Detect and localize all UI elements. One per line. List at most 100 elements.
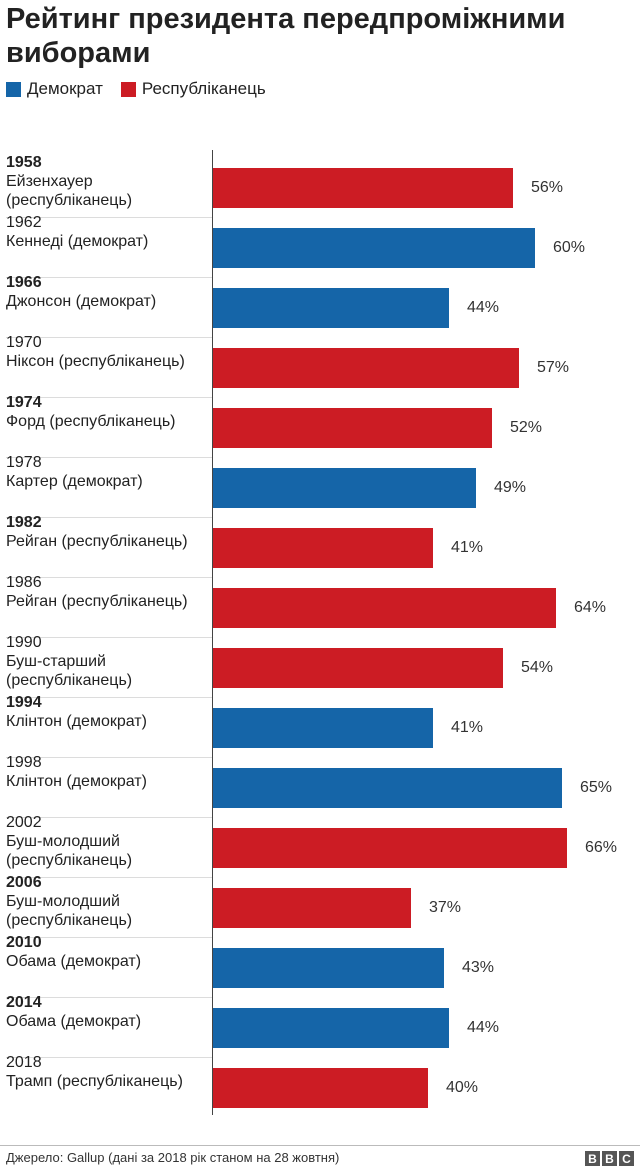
row-label: 1974 Форд (республіканець) (6, 393, 212, 431)
row-president-name: Обама (демократ) (6, 953, 142, 970)
row-year: 1958 (6, 154, 42, 171)
bar-value-label: 44% (467, 299, 500, 316)
bar-value-label: 52% (510, 419, 543, 436)
row-president-name: Картер (демократ) (6, 473, 143, 490)
chart-axis-line (212, 150, 213, 1115)
row-president-name: Кеннеді (демократ) (6, 233, 149, 250)
bar-2014 (213, 1008, 449, 1048)
chart-row: 1990 Буш-старший (республіканець) 54% (0, 634, 640, 698)
row-separator (6, 217, 212, 218)
row-separator (6, 1057, 212, 1058)
bar-2010 (213, 948, 444, 988)
row-label: 1990 Буш-старший (республіканець) (6, 633, 212, 690)
chart-row: 2018 Трамп (республіканець) 40% (0, 1054, 640, 1118)
chart-row: 1978 Картер (демократ) 49% (0, 454, 640, 518)
row-president-name: Клінтон (демократ) (6, 713, 147, 730)
bar-value-label: 41% (451, 719, 484, 736)
chart-row: 1958 Ейзенхауер (республіканець) 56% (0, 154, 640, 218)
row-label: 1982 Рейган (республіканець) (6, 513, 212, 551)
row-president-name: (республіканець) (6, 672, 133, 689)
row-president-name: Форд (республіканець) (6, 413, 176, 430)
bar-value-label: 37% (429, 899, 462, 916)
row-year: 2014 (6, 994, 42, 1011)
row-label: 2002 Буш-молодший (республіканець) (6, 813, 212, 870)
row-separator (6, 277, 212, 278)
bar-value-label: 44% (467, 1019, 500, 1036)
row-year: 1994 (6, 694, 42, 711)
bar-value-label: 56% (531, 179, 564, 196)
legend-item-democrat: Демократ (6, 79, 103, 99)
chart-row: 2006 Буш-молодший (республіканець) 37% (0, 874, 640, 938)
row-year: 2002 (6, 814, 42, 831)
source-note: Джерело: Gallup (дані за 2018 рік станом… (6, 1150, 340, 1165)
bar-value-label: 64% (574, 599, 607, 616)
row-separator (6, 457, 212, 458)
bar-1982 (213, 528, 433, 568)
row-president-name: Трамп (республіканець) (6, 1073, 183, 1090)
chart-row: 1962 Кеннеді (демократ) 60% (0, 214, 640, 278)
row-separator (6, 877, 212, 878)
chart-row: 1970 Ніксон (республіканець) 57% (0, 334, 640, 398)
row-label: 1958 Ейзенхауер (республіканець) (6, 153, 212, 210)
row-year: 1978 (6, 454, 42, 471)
chart-row: 1994 Клінтон (демократ) 41% (0, 694, 640, 758)
row-separator (6, 697, 212, 698)
legend-item-republican: Республіканець (120, 79, 266, 99)
row-president-name: (республіканець) (6, 192, 133, 209)
bar-value-label: 65% (580, 779, 613, 796)
row-president-name: (республіканець) (6, 852, 133, 869)
row-label: 1962 Кеннеді (демократ) (6, 213, 212, 251)
row-year: 1982 (6, 514, 42, 531)
bar-value-label: 66% (585, 839, 618, 856)
row-year: 1966 (6, 274, 42, 291)
legend-label-democrat: Демократ (27, 79, 103, 98)
row-label: 1970 Ніксон (республіканець) (6, 333, 212, 371)
row-president-name: Буш-молодший (6, 833, 120, 850)
legend: Демократ Республіканець (6, 78, 284, 100)
bar-2006 (213, 888, 411, 928)
row-year: 1990 (6, 634, 42, 651)
row-label: 2006 Буш-молодший (республіканець) (6, 873, 212, 930)
row-label: 1966 Джонсон (демократ) (6, 273, 212, 311)
row-president-name: Ніксон (республіканець) (6, 353, 185, 370)
row-year: 2006 (6, 874, 42, 891)
bar-1958 (213, 168, 513, 208)
row-president-name: Рейган (республіканець) (6, 533, 188, 550)
legend-swatch-republican (120, 81, 136, 97)
legend-label-republican: Республіканець (141, 79, 266, 98)
bar-1998 (213, 768, 562, 808)
legend-swatch-democrat (6, 81, 21, 97)
row-separator (6, 577, 212, 578)
bar-1986 (213, 588, 556, 628)
bbc-logo-letter: C (619, 1151, 634, 1166)
bar-2002 (213, 828, 567, 868)
bar-value-label: 60% (553, 239, 586, 256)
chart-row: 1986 Рейган (республіканець) 64% (0, 574, 640, 638)
row-year: 2010 (6, 934, 42, 951)
bar-1962 (213, 228, 535, 268)
chart-row: 2002 Буш-молодший (республіканець) 66% (0, 814, 640, 878)
row-president-name: Клінтон (демократ) (6, 773, 147, 790)
chart-row: 1998 Клінтон (демократ) 65% (0, 754, 640, 818)
chart-row: 2014 Обама (демократ) 44% (0, 994, 640, 1058)
row-separator (6, 397, 212, 398)
chart-row: 1966 Джонсон (демократ) 44% (0, 274, 640, 338)
row-label: 1978 Картер (демократ) (6, 453, 212, 491)
bar-value-label: 49% (494, 479, 527, 496)
row-label: 1998 Клінтон (демократ) (6, 753, 212, 791)
bar-1974 (213, 408, 492, 448)
chart-row: 2010 Обама (демократ) 43% (0, 934, 640, 998)
row-separator (6, 817, 212, 818)
bar-1970 (213, 348, 519, 388)
row-label: 2018 Трамп (республіканець) (6, 1053, 212, 1091)
bar-value-label: 40% (446, 1079, 479, 1096)
bar-1978 (213, 468, 476, 508)
bar-value-label: 43% (462, 959, 495, 976)
row-president-name: Обама (демократ) (6, 1013, 142, 1030)
row-year: 1986 (6, 574, 42, 591)
footer-divider (0, 1145, 640, 1146)
row-separator (6, 517, 212, 518)
bar-2018 (213, 1068, 428, 1108)
row-year: 1974 (6, 394, 42, 411)
row-separator (6, 637, 212, 638)
